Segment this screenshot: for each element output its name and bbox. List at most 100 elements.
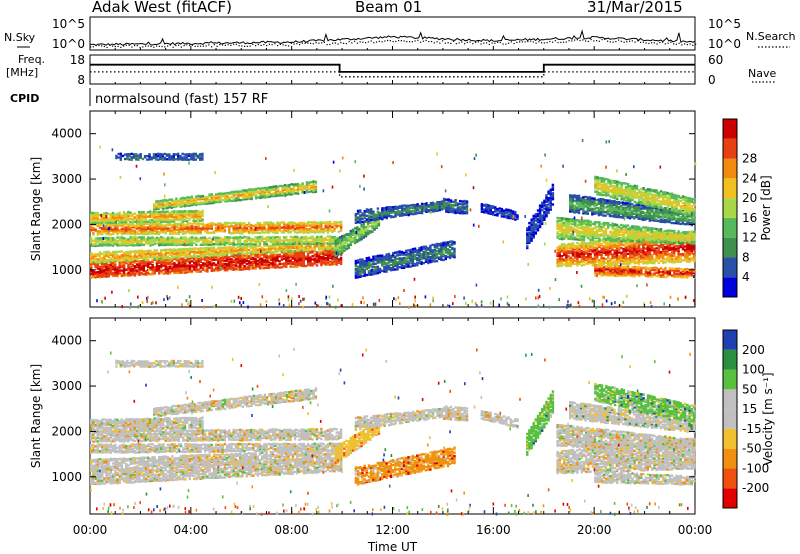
power-cell (582, 246, 586, 249)
power-cell (279, 184, 282, 188)
power-cell (212, 263, 216, 267)
power-cell (287, 251, 290, 254)
power-cell (593, 258, 597, 262)
power-cell (116, 257, 119, 261)
power-cell (239, 252, 242, 255)
power-cell (127, 268, 130, 271)
power-cell (578, 243, 581, 246)
power-cell (285, 223, 288, 226)
power-cell (285, 229, 288, 232)
power-cell (265, 258, 268, 262)
power-cell (300, 243, 303, 246)
power-cell (247, 260, 251, 263)
power-cell (92, 273, 95, 276)
power-cell (175, 248, 178, 252)
power-cell (371, 224, 374, 228)
power-cell (107, 223, 110, 226)
power-cell (278, 246, 281, 249)
power-cell (138, 241, 141, 244)
power-cell (193, 265, 196, 269)
nsearch-dot (527, 40, 529, 43)
power-cell (153, 206, 156, 210)
nsearch-dot (384, 40, 386, 42)
power-cell (307, 228, 310, 231)
power-cell (405, 204, 408, 207)
power-cell (136, 227, 139, 230)
nsearch-dot (499, 41, 501, 44)
nsearch-dot (640, 41, 642, 44)
power-cell (416, 204, 419, 208)
power-cell (131, 214, 134, 217)
power-cell (155, 260, 159, 264)
power-cell (166, 267, 170, 271)
power-cell (184, 203, 187, 206)
power-cell (304, 235, 308, 239)
power-cell (133, 269, 137, 272)
power-cell (381, 216, 384, 219)
power-cell (487, 210, 490, 213)
power-cell (127, 265, 130, 268)
power-cell (206, 196, 209, 199)
power-cell (267, 244, 270, 248)
power-cell (254, 189, 258, 193)
power-cell (245, 239, 248, 243)
power-cell (247, 230, 251, 233)
power-cell (565, 257, 568, 260)
power-cell (560, 244, 564, 248)
nsearch-dot (304, 42, 306, 44)
power-cell (431, 255, 434, 259)
power-cell (109, 233, 113, 236)
power-cell (199, 211, 202, 214)
power-cell (567, 258, 570, 261)
power-cell (162, 241, 165, 244)
power-cell (245, 243, 248, 246)
power-cell (401, 212, 404, 216)
power-cell (122, 242, 126, 245)
power-cell (201, 250, 205, 253)
power-cell (274, 188, 278, 191)
power-cell (234, 257, 238, 260)
power-cell (485, 209, 488, 213)
power-cell (378, 267, 382, 271)
power-cell (396, 205, 399, 209)
power-cell (558, 254, 561, 258)
power-cell (90, 215, 93, 218)
power-cell (349, 240, 352, 243)
power-cell (96, 239, 99, 242)
power-cell (280, 258, 284, 261)
power-cell (324, 222, 327, 226)
power-cell (90, 213, 93, 216)
nsearch-dot (648, 42, 650, 45)
power-cell (425, 209, 428, 212)
power-cell (326, 231, 330, 234)
power-cell (315, 251, 319, 254)
power-cell (440, 205, 444, 209)
power-cell (322, 260, 325, 263)
power-cell (381, 260, 384, 264)
power-cell (184, 243, 187, 247)
power-cell (409, 250, 412, 253)
power-cell (279, 192, 282, 196)
power-cell (496, 209, 499, 212)
power-cell (230, 196, 233, 199)
power-cell (372, 218, 375, 222)
nsearch-dot (175, 44, 177, 47)
nsearch-dot (475, 41, 477, 43)
power-cell (122, 219, 126, 222)
power-cell (241, 261, 244, 265)
power-cell (538, 204, 542, 207)
power-cell (199, 202, 202, 206)
power-cell (261, 190, 264, 193)
power-cell (328, 244, 332, 247)
nsearch-dot (673, 43, 675, 45)
power-cell (181, 204, 185, 208)
power-cell (298, 239, 301, 242)
power-cell (361, 265, 364, 268)
power-cell (114, 219, 117, 222)
power-cell (148, 215, 152, 219)
power-cell (312, 185, 315, 188)
power-cell (114, 240, 117, 244)
power-cell (449, 200, 453, 203)
power-cell (177, 240, 181, 243)
power-cell (465, 208, 469, 211)
